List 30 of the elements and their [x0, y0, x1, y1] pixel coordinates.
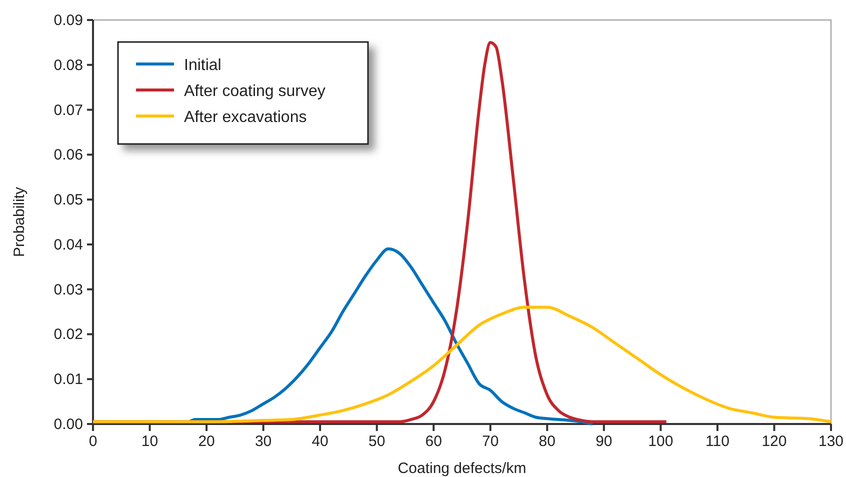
y-tick-label: 0.00	[54, 416, 83, 433]
legend-label: After excavations	[184, 109, 307, 126]
x-tick-label: 110	[706, 433, 730, 450]
x-tick-label: 40	[312, 433, 328, 450]
x-tick-label: 80	[538, 433, 556, 450]
x-tick-label: 10	[141, 433, 158, 450]
y-tick-label: 0.09	[54, 12, 83, 29]
y-axis-title: Probability	[11, 186, 28, 258]
y-tick-label: 0.04	[54, 236, 83, 254]
x-tick-label: 0	[88, 433, 98, 450]
x-tick-label: 70	[482, 433, 499, 450]
y-tick-label: 0.01	[54, 371, 83, 388]
y-tick-label: 0.06	[54, 146, 83, 164]
x-tick-label: 90	[596, 433, 612, 450]
legend-label: After coating survey	[184, 83, 326, 100]
x-tick-label: 50	[368, 433, 386, 450]
x-tick-label: 100	[648, 433, 674, 450]
y-tick-label: 0.08	[54, 56, 83, 74]
y-tick-label: 0.05	[54, 192, 83, 209]
x-tick-label: 20	[198, 433, 215, 450]
x-axis-title: Coating defects/km	[398, 460, 526, 477]
legend-label: Initial	[184, 57, 222, 74]
x-tick-label: 120	[762, 433, 787, 450]
line-series	[188, 247, 594, 426]
y-tick-label: 0.02	[54, 326, 83, 344]
x-tick-label: 130	[818, 433, 844, 450]
y-tick-label: 0.03	[54, 281, 83, 298]
x-tick-label: 30	[254, 433, 272, 450]
x-tick-label: 60	[425, 433, 442, 450]
y-tick-label: 0.07	[54, 102, 83, 119]
